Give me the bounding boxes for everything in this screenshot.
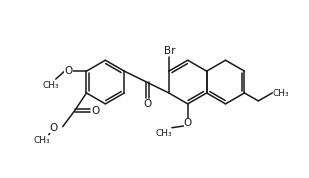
Text: CH₃: CH₃	[156, 129, 172, 138]
Text: O: O	[92, 106, 100, 116]
Text: CH₃: CH₃	[273, 90, 290, 98]
Text: O: O	[65, 66, 73, 76]
Text: CH₃: CH₃	[33, 136, 50, 145]
Text: O: O	[49, 123, 58, 133]
Text: O: O	[184, 118, 192, 128]
Text: O: O	[143, 99, 152, 109]
Text: Br: Br	[164, 46, 176, 56]
Text: CH₃: CH₃	[42, 80, 59, 90]
